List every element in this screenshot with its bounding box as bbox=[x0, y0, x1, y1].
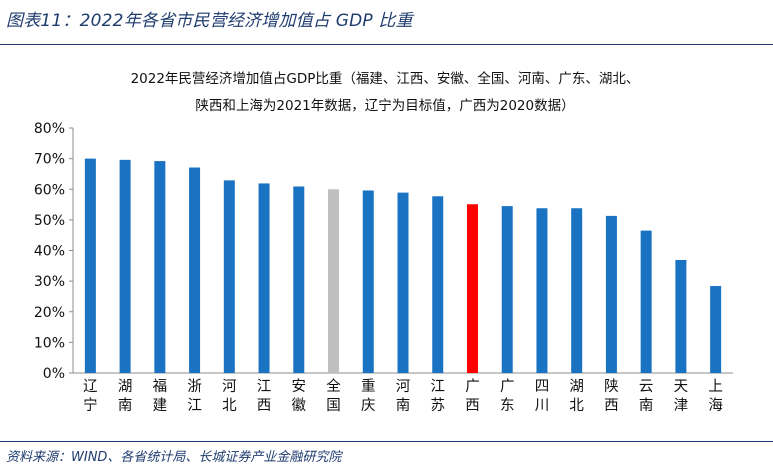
bar-10 bbox=[397, 192, 409, 373]
y-tick-label: 0% bbox=[43, 366, 65, 382]
bar-5 bbox=[223, 180, 235, 373]
bar-2 bbox=[119, 159, 131, 373]
x-tick-label: 辽 bbox=[83, 378, 98, 395]
x-tick-label: 苏 bbox=[430, 397, 445, 414]
x-tick-label: 广 bbox=[465, 378, 480, 395]
chart-title-line-2: 陕西和上海为2021年数据，辽宁为目标值，广西为2020数据） bbox=[195, 98, 575, 114]
x-tick-label: 川 bbox=[535, 398, 550, 414]
x-tick-label: 陕 bbox=[604, 378, 619, 395]
bar-8 bbox=[328, 189, 340, 373]
bar-15 bbox=[571, 208, 583, 373]
source-note: 资料来源：WIND、各省统计局、长城证券产业金融研究院 bbox=[6, 450, 342, 465]
x-tick-label: 浙 bbox=[187, 378, 202, 395]
x-tick-label: 徽 bbox=[292, 397, 307, 414]
bar-17 bbox=[640, 230, 652, 373]
bar-12 bbox=[466, 204, 478, 373]
bar-3 bbox=[154, 161, 166, 373]
bar-4 bbox=[189, 167, 201, 373]
bar-14 bbox=[536, 208, 548, 373]
x-tick-label: 福 bbox=[153, 378, 168, 395]
x-tick-label: 南 bbox=[118, 397, 133, 414]
x-tick-label: 河 bbox=[396, 378, 411, 395]
x-tick-label: 安 bbox=[292, 378, 307, 395]
x-tick-label: 建 bbox=[153, 397, 168, 414]
x-tick-label: 津 bbox=[674, 397, 689, 414]
y-tick-label: 80% bbox=[34, 121, 65, 137]
x-tick-label: 河 bbox=[222, 378, 237, 395]
x-tick-label: 天 bbox=[674, 379, 689, 395]
y-tick-label: 40% bbox=[34, 244, 65, 260]
x-tick-label: 云 bbox=[639, 379, 654, 395]
figure-title: 图表11：2022年各省市民营经济增加值占 GDP 比重 bbox=[6, 11, 413, 31]
bar-11 bbox=[432, 196, 444, 373]
x-tick-label: 北 bbox=[569, 397, 584, 414]
y-tick-label: 50% bbox=[34, 213, 65, 229]
bar-19 bbox=[710, 286, 722, 373]
y-tick-label: 60% bbox=[34, 182, 65, 198]
x-tick-label: 重 bbox=[361, 378, 376, 395]
y-tick-label: 70% bbox=[34, 152, 65, 168]
x-tick-label: 广 bbox=[500, 378, 515, 395]
x-tick-label: 江 bbox=[430, 378, 445, 395]
bar-7 bbox=[293, 186, 305, 373]
x-tick-label: 湖 bbox=[118, 378, 133, 395]
x-tick-label: 上 bbox=[708, 378, 723, 395]
x-tick-label: 西 bbox=[257, 398, 272, 414]
x-tick-label: 江 bbox=[187, 397, 202, 414]
bar-16 bbox=[605, 215, 617, 373]
x-tick-label: 海 bbox=[708, 397, 723, 414]
x-tick-label: 全 bbox=[326, 377, 341, 395]
y-tick-label: 30% bbox=[34, 274, 65, 290]
x-tick-label: 西 bbox=[604, 398, 619, 414]
bar-1 bbox=[84, 158, 96, 373]
x-tick-label: 西 bbox=[465, 398, 480, 414]
bar-13 bbox=[501, 206, 513, 373]
x-tick-label: 东 bbox=[500, 397, 515, 414]
bar-18 bbox=[675, 259, 687, 373]
x-tick-label: 南 bbox=[639, 397, 654, 414]
title-rule bbox=[0, 44, 773, 45]
x-tick-label: 宁 bbox=[83, 397, 98, 414]
chart-title-line-1: 2022年民营经济增加值占GDP比重（福建、江西、安徽、全国、河南、广东、湖北、 bbox=[130, 71, 640, 87]
x-tick-label: 南 bbox=[396, 397, 411, 414]
source-rule bbox=[0, 441, 773, 442]
x-tick-label: 四 bbox=[535, 379, 550, 395]
x-tick-label: 湖 bbox=[569, 378, 584, 395]
x-tick-label: 北 bbox=[222, 397, 237, 414]
bar-9 bbox=[362, 190, 374, 373]
y-tick-label: 10% bbox=[34, 335, 65, 351]
bar-6 bbox=[258, 183, 270, 373]
x-tick-label: 国 bbox=[326, 398, 341, 414]
y-tick-label: 20% bbox=[34, 305, 65, 321]
x-tick-label: 庆 bbox=[361, 397, 376, 414]
x-tick-label: 江 bbox=[257, 378, 272, 395]
